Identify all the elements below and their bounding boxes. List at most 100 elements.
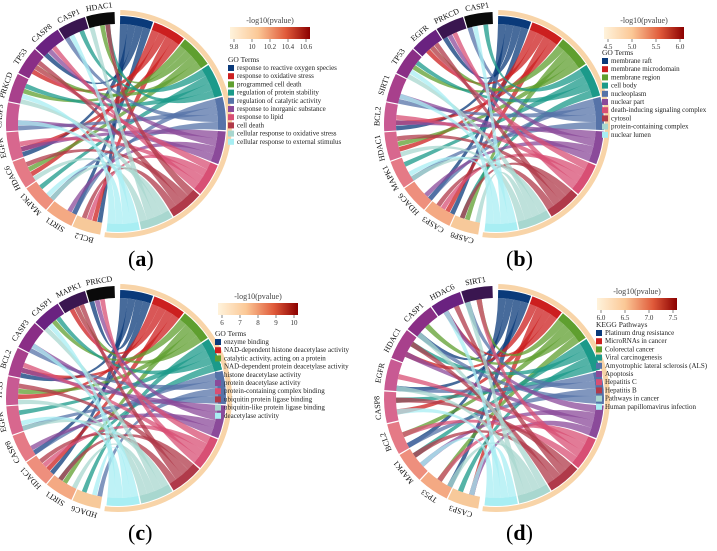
legend-swatch bbox=[596, 403, 602, 410]
term-arc bbox=[497, 290, 532, 304]
legend-swatch bbox=[215, 347, 221, 354]
chord-ribbon bbox=[34, 61, 202, 97]
chord-ribbon bbox=[50, 298, 128, 475]
gene-arc bbox=[46, 475, 77, 500]
term-arc bbox=[201, 64, 223, 98]
legend-swatch bbox=[602, 123, 608, 130]
term-arc bbox=[169, 463, 200, 491]
gene-label: BCL2 bbox=[372, 106, 382, 126]
chord-ribbon bbox=[450, 24, 506, 215]
chord-ribbon bbox=[18, 350, 210, 416]
legend-swatch bbox=[596, 395, 602, 402]
term-arc bbox=[579, 64, 601, 98]
colorbar-tick: 9.8 bbox=[230, 43, 239, 51]
legend-title: KEGG Pathways bbox=[596, 320, 648, 329]
chord-ribbon bbox=[430, 45, 589, 170]
chord-ribbon bbox=[72, 443, 155, 494]
chord-ribbon bbox=[37, 60, 183, 206]
term-arc bbox=[106, 221, 140, 232]
gene-arc bbox=[420, 471, 452, 499]
gene-arc bbox=[72, 215, 103, 235]
term-arc bbox=[557, 39, 586, 69]
chord-ribbon bbox=[89, 26, 155, 220]
term-arc bbox=[119, 16, 154, 30]
chord-ribbon bbox=[397, 374, 586, 451]
legend-entry: protein-containing complex binding bbox=[224, 387, 325, 395]
legend-entry: Hepatitis B bbox=[605, 386, 637, 394]
gene-arc bbox=[461, 286, 493, 303]
chord-ribbon bbox=[34, 65, 211, 170]
legend-swatch bbox=[602, 99, 608, 105]
chord-ribbon bbox=[52, 45, 199, 189]
term-arc bbox=[210, 404, 226, 439]
gene-arc bbox=[26, 181, 54, 210]
term-arc bbox=[214, 96, 227, 131]
legend-swatch bbox=[215, 380, 221, 386]
term-arc bbox=[214, 370, 226, 405]
legend-entry: cell death bbox=[237, 121, 265, 129]
chord-ribbon bbox=[22, 45, 186, 103]
colorbar-tick: 7.5 bbox=[669, 314, 678, 322]
legend-swatch bbox=[228, 65, 234, 71]
panel-label-a: (a) bbox=[128, 246, 154, 271]
colorbar-tick: 7.0 bbox=[645, 314, 654, 322]
chord-ribbon bbox=[31, 343, 214, 436]
chord-ribbon bbox=[424, 323, 575, 366]
chord-ribbon bbox=[79, 30, 206, 93]
gene-arc bbox=[436, 17, 467, 40]
chord-ribbon bbox=[30, 413, 216, 451]
chord-ribbon bbox=[447, 299, 522, 488]
gene-arc bbox=[6, 131, 24, 161]
chord-ribbon bbox=[81, 167, 177, 219]
chord-ribbon bbox=[46, 310, 173, 472]
term-arc bbox=[529, 22, 562, 45]
chord-ribbon bbox=[447, 442, 540, 492]
gene-arc bbox=[450, 215, 481, 235]
legend-swatch bbox=[228, 106, 234, 112]
legend-entry: Viral carcinogenesis bbox=[605, 354, 662, 362]
chord-ribbon bbox=[56, 316, 213, 375]
chord-ribbon bbox=[58, 364, 215, 482]
legend-entry: nucleoplasm bbox=[611, 90, 647, 98]
gene-arc bbox=[18, 323, 44, 353]
legend-entry: ubiquitin protein ligase binding bbox=[224, 395, 313, 403]
panel-d: CASP3TP53MAPK1BCL2CASP8EGFRHDAC1CASP1HDA… bbox=[372, 275, 707, 519]
legend-entry: histone deacetylase activity bbox=[224, 371, 301, 379]
legend-swatch bbox=[602, 74, 608, 81]
term-arc bbox=[119, 290, 154, 304]
legend-swatch bbox=[596, 371, 602, 377]
legend-swatch bbox=[596, 330, 602, 336]
gene-arc bbox=[387, 421, 410, 454]
chord-ribbon bbox=[65, 36, 218, 122]
colorbar-title: -log10(pvalue) bbox=[234, 292, 282, 301]
chord-ribbon bbox=[469, 446, 517, 498]
legend-title: GO Terms bbox=[215, 329, 246, 338]
chord-ribbon bbox=[92, 446, 131, 498]
chord-ribbon bbox=[402, 419, 577, 463]
gene-arc bbox=[391, 330, 417, 363]
legend-entry: deacetylase activity bbox=[224, 412, 279, 420]
legend-entry: response to reactive oxygen species bbox=[237, 64, 337, 72]
legend-entry: Platinum drug resistance bbox=[605, 329, 674, 337]
colorbar-tick: 8 bbox=[256, 319, 260, 327]
chord-ribbon bbox=[419, 410, 595, 467]
chord-ribbon bbox=[32, 301, 151, 455]
legend-entry: regulation of catalytic activity bbox=[237, 97, 322, 105]
term-arc bbox=[484, 495, 518, 506]
chord-ribbon bbox=[443, 310, 501, 498]
legend-entry: ubiquitin-like protein ligase binding bbox=[224, 404, 325, 412]
term-arc bbox=[139, 484, 173, 504]
chord-ribbon bbox=[22, 395, 219, 431]
chord-ribbon bbox=[52, 319, 186, 361]
legend-swatch bbox=[602, 115, 608, 122]
term-arc bbox=[547, 463, 578, 491]
legend-entry: Hepatitis C bbox=[605, 378, 637, 386]
chord-ribbon bbox=[31, 32, 166, 93]
gene-arc bbox=[396, 49, 422, 79]
colorbar-tick: 7 bbox=[238, 319, 242, 327]
chord-ribbon bbox=[417, 332, 547, 489]
chord-ribbon bbox=[409, 69, 494, 224]
panel-label-b: (b) bbox=[506, 246, 533, 271]
gene-arc bbox=[404, 181, 432, 210]
chord-ribbon bbox=[69, 306, 166, 355]
